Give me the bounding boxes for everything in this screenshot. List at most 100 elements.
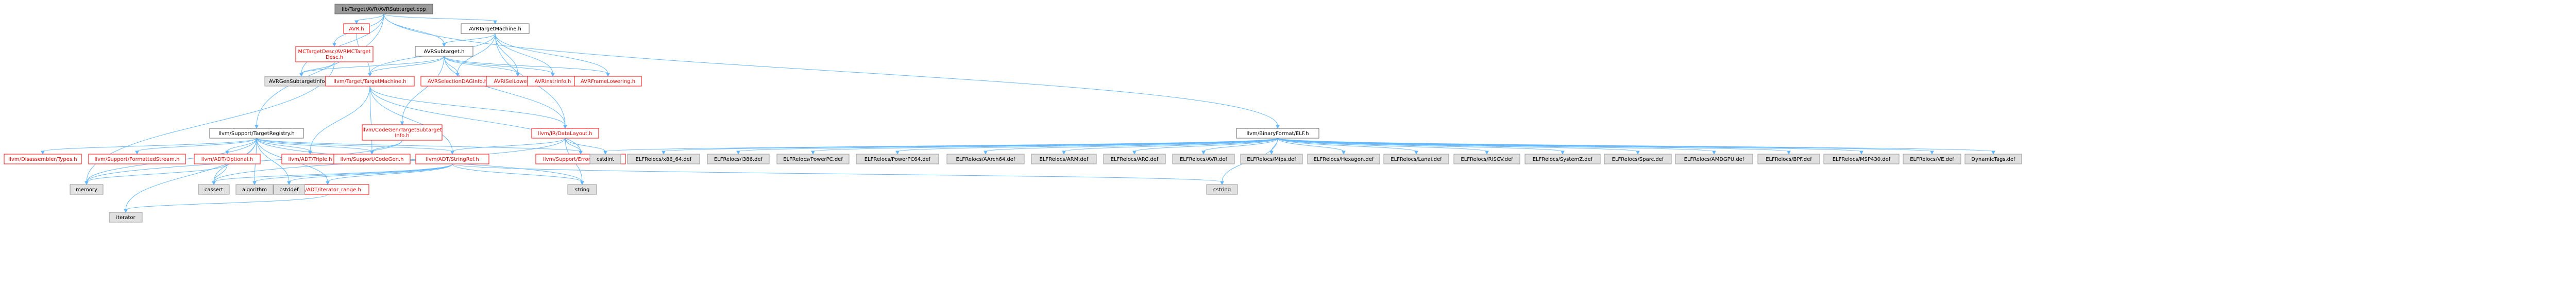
node-label: llvm/ADT/Optional.h [201,157,253,162]
node-label: ELFRelocs/ARC.def [1111,157,1159,162]
node-label: llvm/Support/ErrorHandling.h [543,157,618,162]
node-box [333,154,411,164]
edge-elf_h-to-ppc64 [895,138,1278,155]
node-label: ELFRelocs/Sparc.def [1612,157,1664,162]
node-llvm-support-targetregistry-h[interactable]: llvm/Support/TargetRegistry.h [209,128,304,139]
edge-elf_h-to-riscv [1277,138,1489,155]
node-elfrelocs-systemz-def: ELFRelocs/SystemZ.def [1524,154,1601,164]
edge-elf_h-to-dyntags [1277,138,1995,155]
node-iterator: iterator [109,212,143,223]
node-label: string [575,187,590,193]
node-label: cstdint [597,157,614,162]
node-box [325,76,415,87]
node-label: ELFRelocs/SystemZ.def [1533,157,1593,162]
node-box [415,154,489,164]
node-avrframelowering-h[interactable]: AVRFrameLowering.h [574,76,642,87]
node-box [1103,154,1166,164]
edge-elf_h-to-lanai [1277,138,1418,155]
node-label: ELFRelocs/MSP430.def [1833,157,1891,162]
node-label: AVRFrameLowering.h [581,79,635,85]
edge-elf_h-to-sparc [1277,138,1640,155]
edge-strref_h-to-string [452,163,584,186]
edge-elf_h-to-arm [1062,138,1278,155]
edge-elf_h-to-aarch64 [984,138,1278,155]
node-box [567,184,597,195]
node-box [776,154,850,164]
node-llvm-binaryformat-elf-h[interactable]: llvm/BinaryFormat/ELF.h [1236,128,1319,139]
node-label: lib/Target/AVR/AVRSubtarget.cpp [342,7,426,12]
edge-iterrange_h-to-iterator [124,194,328,213]
node-llvm-adt-triple-h[interactable]: llvm/ADT/Triple.h [281,154,339,164]
node-cstdint: cstdint [589,154,621,164]
node-llvm-codegen-targetsubtarget-info-h[interactable]: llvm/CodeGen/TargetSubtarget Info.h [362,124,443,141]
node-llvm-support-formattedstream-h[interactable]: llvm/Support/FormattedStream.h [88,154,186,164]
node-box [209,128,304,139]
node-box [1453,154,1520,164]
node-box [1031,154,1097,164]
node-dynamictags-def: DynamicTags.def [1964,154,2022,164]
node-label: AVRSelectionDAGInfo.h [428,79,487,85]
node-elfrelocs-powerpc64-def: ELFRelocs/PowerPC64.def [856,154,939,164]
node-box [1903,154,1961,164]
node-box [1604,154,1672,164]
edge-elf_h-to-mips [1269,138,1278,155]
node-box [1236,128,1319,139]
node-elfrelocs-msp430-def: ELFRelocs/MSP430.def [1823,154,1900,164]
node-box [415,46,473,57]
node-elfrelocs-bpf-def: ELFRelocs/BPF.def [1757,154,1820,164]
edge-root-to-avrst_h [383,13,446,47]
node-box [1172,154,1235,164]
node-box [707,154,770,164]
node-string: string [567,184,597,195]
edge-avrst_h-to-tm_h [368,56,445,77]
node-label: llvm/Support/CodeGen.h [341,157,404,162]
edge-strref_h-to-iterrange_h [326,163,453,186]
node-label: ELFRelocs/ARM.def [1040,157,1089,162]
node-llvm-ir-datalayout-h[interactable]: llvm/IR/DataLayout.h [531,128,599,139]
edge-treg_h-to-strref_h [256,138,454,155]
node-avrinstrinfo-h[interactable]: AVRInstrInfo.h [527,76,579,87]
node-label: ELFRelocs/RISCV.def [1461,157,1513,162]
node-box [1383,154,1449,164]
node-label: ELFRelocs/i386.def [714,157,763,162]
node-llvm-disassembler-types-h[interactable]: llvm/Disassembler/Types.h [4,154,82,164]
node-cstring: cstring [1206,184,1238,195]
node-box [574,76,642,87]
node-llvm-adt-stringref-h[interactable]: llvm/ADT/StringRef.h [415,154,489,164]
edge-opt_h-to-memory [84,163,228,186]
node-label: cstring [1213,187,1231,193]
node-memory: memory [70,184,104,195]
node-elfrelocs-sparc-def: ELFRelocs/Sparc.def [1604,154,1672,164]
node-avrselectiondaginfo-h[interactable]: AVRSelectionDAGInfo.h [420,76,495,87]
node-avr-h[interactable]: AVR.h [343,23,370,34]
node-label: llvm/BinaryFormat/ELF.h [1247,131,1309,137]
edge-root-to-avrgen_inc [299,13,384,77]
node-elfrelocs-ve-def: ELFRelocs/VE.def [1903,154,1961,164]
node-box [589,154,621,164]
edge-strref_h-to-algorithm [252,163,453,186]
node-box [1307,154,1380,164]
node-avrsubtarget-h[interactable]: AVRSubtarget.h [415,46,473,57]
edge-elf_h-to-arc [1132,138,1278,155]
node-llvm-adt-optional-h[interactable]: llvm/ADT/Optional.h [194,154,261,164]
edge-root-to-avrtm_h [383,13,497,25]
edges-layer [41,13,1995,213]
node-box [235,184,274,195]
edge-treg_h-to-disasm_h [41,138,257,155]
node-box [856,154,939,164]
node-box [1524,154,1601,164]
node-llvm-support-codegen-h[interactable]: llvm/Support/CodeGen.h [333,154,411,164]
node-elfrelocs-x86-64-def: ELFRelocs/x86_64.def [627,154,700,164]
node-mctargetdesc-avrmctarget-desc-h[interactable]: MCTargetDesc/AVRMCTarget Desc.h [295,46,374,62]
node-label: cassert [205,187,223,193]
edge-dl_h-to-cstdint [565,138,607,155]
node-box [70,184,104,195]
node-label: AVRTargetMachine.h [469,26,521,32]
node-elfrelocs-arm-def: ELFRelocs/ARM.def [1031,154,1097,164]
edge-tm_h-to-strref_h [369,86,454,155]
node-llvm-target-targetmachine-h[interactable]: llvm/Target/TargetMachine.h [325,76,415,87]
node-avrtargetmachine-h[interactable]: AVRTargetMachine.h [461,23,530,34]
node-lib-target-avr-avrsubtarget-cpp[interactable]: lib/Target/AVR/AVRSubtarget.cpp [334,4,433,14]
edge-strref_h-to-cassert [212,163,453,186]
